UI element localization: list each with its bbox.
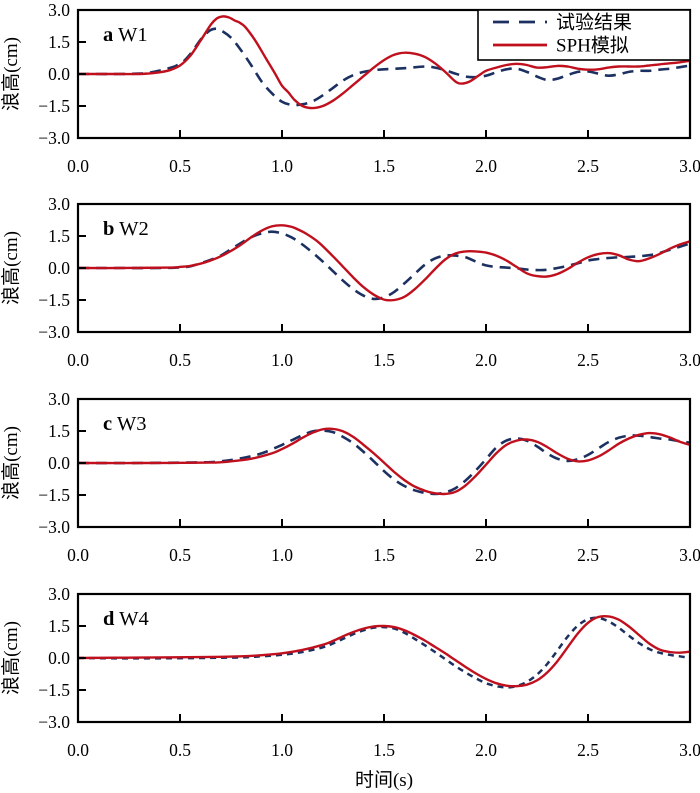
panel-b-label: b W2 — [103, 218, 149, 240]
x-tick-label: 0.5 — [169, 545, 191, 565]
y-tick-label: 0.0 — [48, 648, 70, 668]
x-tick-label: 2.5 — [577, 156, 599, 176]
panel-d-series-sph-line — [78, 614, 690, 688]
legend-box — [477, 9, 691, 61]
x-tick-label: 2.0 — [475, 740, 497, 760]
legend-label: 试验结果 — [556, 12, 632, 34]
x-tick-label: 1.0 — [271, 350, 293, 370]
y-tick-label: −3.0 — [38, 322, 70, 342]
panel-c-series-experiment-line — [78, 429, 690, 496]
panel-c-label: c W3 — [103, 413, 146, 435]
x-tick-label: 1.0 — [271, 156, 293, 176]
y-tick-label: −1.5 — [38, 96, 70, 116]
panel-a: 0.0 0.5 1.0 1.5 2.0 2.5 3.0 3.0 1.5 0.0 −1.5 −3.0 浪高… — [0, 0, 700, 176]
x-tick-label: 2.0 — [475, 156, 497, 176]
x-tick-label: 2.5 — [577, 740, 599, 760]
panel-b-series-sph-line — [78, 224, 690, 302]
x-tick-label: 0.5 — [169, 350, 191, 370]
x-tick-label: 0.5 — [169, 740, 191, 760]
x-tick-label: 2.5 — [577, 350, 599, 370]
panel-a-label: a W1 — [103, 24, 148, 46]
x-tick-label: 2.0 — [475, 545, 497, 565]
panel-c-ylabel: 浪高(cm) — [0, 426, 22, 500]
panel-d-label: d W4 — [103, 608, 149, 630]
y-tick-label: 0.0 — [48, 258, 70, 278]
panel-a-series-sph-line — [78, 15, 690, 110]
y-tick-label: −3.0 — [38, 517, 70, 537]
x-tick-label: 1.5 — [373, 740, 395, 760]
x-tick-label: 0.0 — [67, 545, 89, 565]
x-tick-label: 0.0 — [67, 740, 89, 760]
x-tick-label: 0.0 — [67, 156, 89, 176]
panel-a-ylabel: 浪高(cm) — [0, 37, 22, 111]
panel-c: 0.0 0.5 1.0 1.5 2.0 2.5 3.0 3.0 1.5 0.0 −1.5 −3.0 浪高… — [0, 389, 700, 565]
y-tick-label: −1.5 — [38, 680, 70, 700]
panel-b-series-experiment-line — [78, 230, 690, 301]
y-tick-label: 3.0 — [48, 389, 70, 409]
x-tick-label: 1.0 — [271, 545, 293, 565]
y-tick-label: −3.0 — [38, 712, 70, 732]
legend-label: SPH模拟 — [556, 35, 629, 57]
x-tick-label: 3.0 — [679, 156, 700, 176]
y-tick-label: −1.5 — [38, 485, 70, 505]
x-tick-label: 1.5 — [373, 156, 395, 176]
y-tick-label: 1.5 — [48, 421, 70, 441]
panel-d-series-experiment-line — [78, 616, 690, 689]
y-tick-label: 3.0 — [48, 584, 70, 604]
x-tick-label: 2.5 — [577, 545, 599, 565]
xlabel: 时间(s) — [355, 769, 413, 791]
y-tick-label: 1.5 — [48, 616, 70, 636]
x-tick-label: 0.0 — [67, 350, 89, 370]
x-tick-label: 3.0 — [679, 740, 700, 760]
y-tick-label: 1.5 — [48, 32, 70, 52]
y-tick-label: 3.0 — [48, 194, 70, 214]
x-tick-label: 2.0 — [475, 350, 497, 370]
panel-b: 0.0 0.5 1.0 1.5 2.0 2.5 3.0 3.0 1.5 0.0 −1.5 −3.0 浪高… — [0, 194, 700, 370]
x-tick-label: 3.0 — [679, 350, 700, 370]
y-tick-label: −3.0 — [38, 128, 70, 148]
y-tick-label: 3.0 — [48, 0, 70, 20]
x-tick-label: 1.0 — [271, 740, 293, 760]
x-tick-label: 1.5 — [373, 350, 395, 370]
panel-b-ylabel: 浪高(cm) — [0, 231, 22, 305]
x-tick-label: 0.5 — [169, 156, 191, 176]
y-tick-label: 0.0 — [48, 64, 70, 84]
y-tick-label: 0.0 — [48, 453, 70, 473]
panel-c-series-sph-line — [78, 427, 690, 496]
panel-d-ylabel: 浪高(cm) — [0, 621, 22, 695]
y-tick-label: 1.5 — [48, 226, 70, 246]
y-tick-label: −1.5 — [38, 290, 70, 310]
x-tick-label: 3.0 — [679, 545, 700, 565]
x-tick-label: 1.5 — [373, 545, 395, 565]
panel-d: 0.0 0.5 1.0 1.5 2.0 2.5 3.0 3.0 1.5 0.0 −1.5 −3.0 浪高… — [0, 584, 700, 791]
